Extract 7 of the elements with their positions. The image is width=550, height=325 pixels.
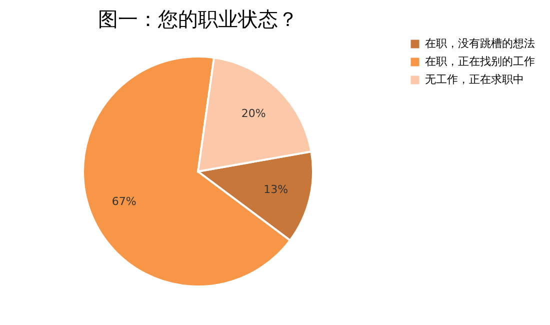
- legend-label: 在职，正在找别的工作: [425, 55, 535, 68]
- legend-label: 无工作，正在求职中: [425, 73, 524, 86]
- chart-title: 图一：您的职业状态？: [98, 7, 298, 31]
- legend-label: 在职，没有跳槽的想法: [425, 37, 535, 50]
- data-label: 67%: [112, 195, 136, 208]
- data-label: 13%: [264, 183, 288, 196]
- data-label: 20%: [241, 106, 266, 120]
